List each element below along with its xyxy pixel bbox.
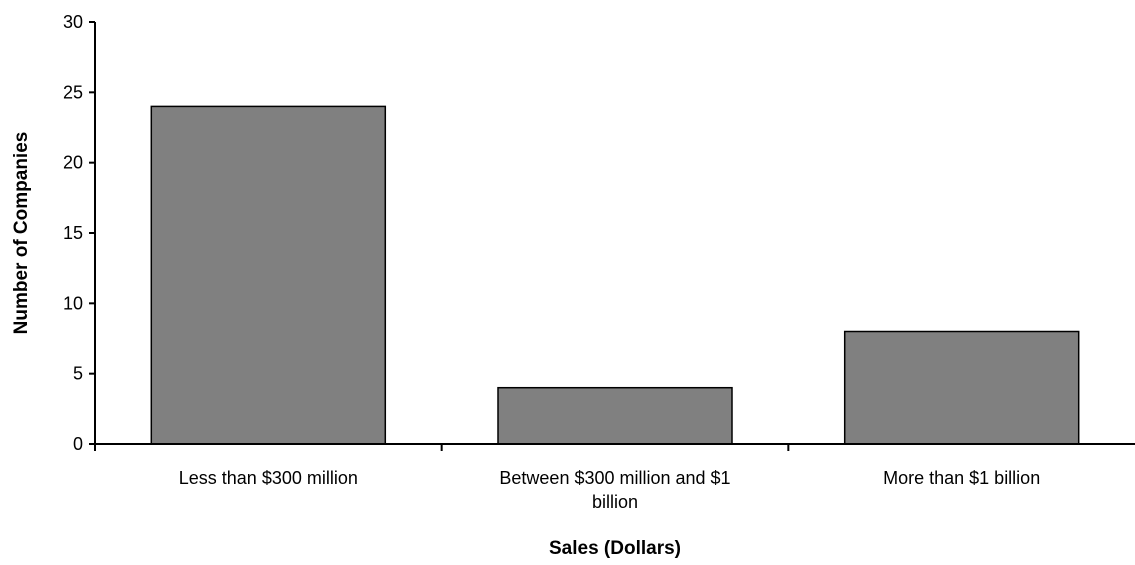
y-tick-label-0: 0 (73, 434, 83, 454)
bars (150, 105, 1080, 445)
y-tick-label-5: 25 (63, 82, 83, 102)
labels: 0 5 10 15 20 25 30 Less than $300 million Betwee… (63, 12, 1040, 512)
y-tick-label-3: 15 (63, 223, 83, 243)
bar-0 (150, 105, 387, 445)
y-tick-label-2: 10 (63, 293, 83, 313)
axes (89, 21, 1135, 451)
y-tick-label-1: 5 (73, 364, 83, 384)
y-axis-title: Number of Companies (11, 132, 32, 335)
x-axis-title: Sales (Dollars) (549, 538, 681, 559)
x-tick-label-2: More than $1 billion (883, 468, 1040, 488)
bar-2 (843, 330, 1080, 445)
bar-1 (497, 386, 733, 445)
y-tick-label-6: 30 (63, 12, 83, 32)
x-tick-label-0: Less than $300 million (179, 468, 358, 488)
x-tick-label-1: Between $300 million and $1 billion (499, 468, 730, 512)
y-tick-label-4: 20 (63, 153, 83, 173)
